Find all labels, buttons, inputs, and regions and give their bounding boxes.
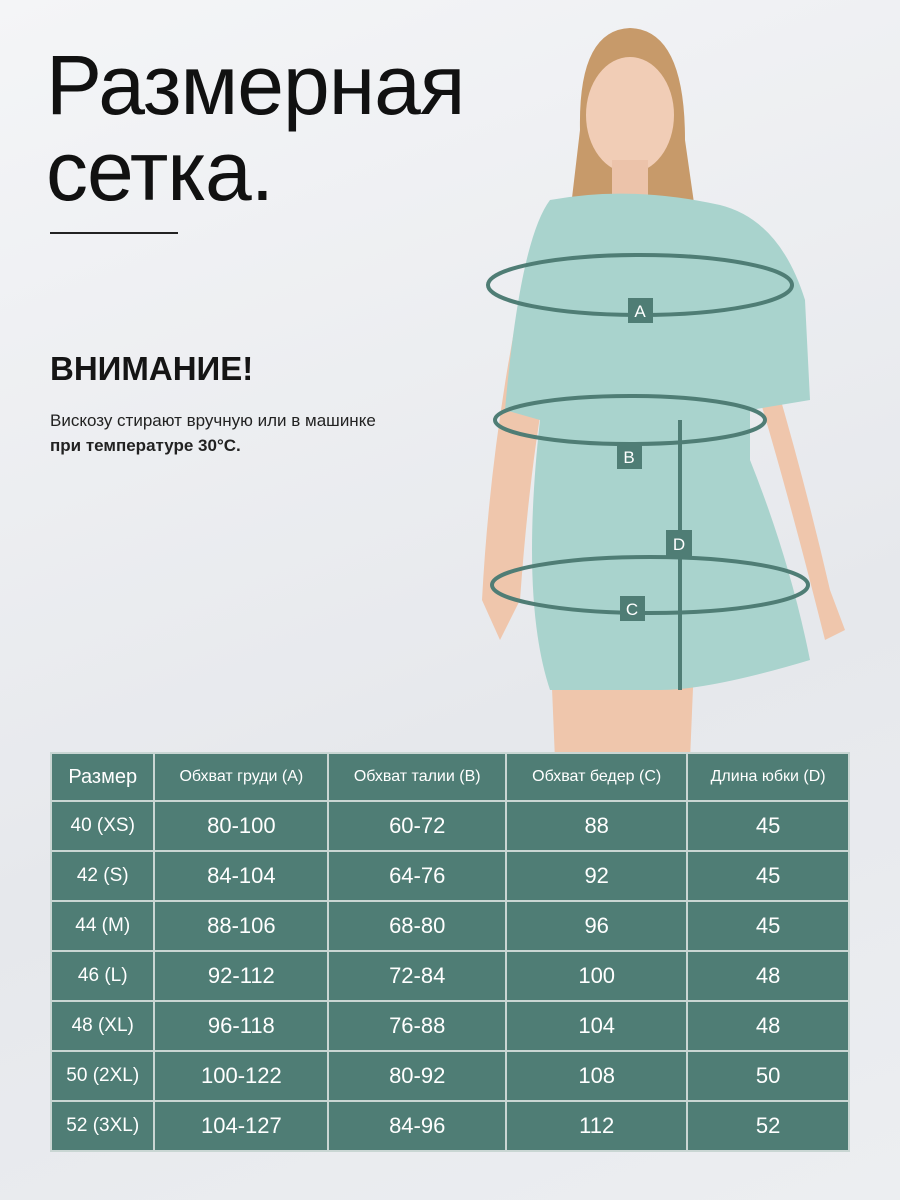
measure-cell: 88-106 bbox=[153, 900, 330, 952]
measure-cell: 84-96 bbox=[327, 1100, 508, 1152]
measure-cell: 104-127 bbox=[153, 1100, 330, 1152]
column-header: Длина юбки (D) bbox=[686, 752, 850, 802]
measure-cell: 45 bbox=[686, 850, 850, 902]
page-title: Размерная сетка. bbox=[46, 38, 465, 218]
arm-right bbox=[760, 330, 845, 640]
divider bbox=[50, 232, 178, 234]
table-row: 40 (XS) 80-100 60-72 88 45 bbox=[49, 800, 850, 852]
size-table: Размер Обхват груди (A) Обхват талии (B) Об… bbox=[49, 752, 850, 1152]
table-header-row: Размер Обхват груди (A) Обхват талии (B) Об… bbox=[49, 752, 850, 802]
measure-cell: 96-118 bbox=[153, 1000, 330, 1052]
measure-cell: 48 bbox=[686, 950, 850, 1002]
measure-cell: 60-72 bbox=[327, 800, 508, 852]
measure-cell: 80-92 bbox=[327, 1050, 508, 1102]
table-row: 46 (L) 92-112 72-84 100 48 bbox=[49, 950, 850, 1002]
measure-cell: 112 bbox=[505, 1100, 689, 1152]
measure-cell: 45 bbox=[686, 900, 850, 952]
care-note-line-2: при температуре 30°C. bbox=[50, 436, 241, 455]
measure-cell: 84-104 bbox=[153, 850, 330, 902]
measure-cell: 100 bbox=[505, 950, 689, 1002]
size-cell: 52 (3XL) bbox=[49, 1100, 156, 1152]
measure-cell: 88 bbox=[505, 800, 689, 852]
measure-cell: 80-100 bbox=[153, 800, 330, 852]
title-line-2: сетка. bbox=[46, 124, 274, 218]
size-cell: 48 (XL) bbox=[49, 1000, 156, 1052]
measure-cell: 64-76 bbox=[327, 850, 508, 902]
measure-cell: 108 bbox=[505, 1050, 689, 1102]
size-cell: 42 (S) bbox=[49, 850, 156, 902]
measure-cell: 50 bbox=[686, 1050, 850, 1102]
marker-b: B bbox=[623, 448, 634, 467]
size-cell: 50 (2XL) bbox=[49, 1050, 156, 1102]
table-row: 50 (2XL) 100-122 80-92 108 50 bbox=[49, 1050, 850, 1102]
neck bbox=[612, 160, 648, 200]
warning-heading: ВНИМАНИЕ! bbox=[50, 350, 254, 387]
measure-cell: 100-122 bbox=[153, 1050, 330, 1102]
measure-cell: 96 bbox=[505, 900, 689, 952]
care-note: Вискозу стирают вручную или в машинке при… bbox=[50, 408, 376, 458]
measure-cell: 92-112 bbox=[153, 950, 330, 1002]
ring-c bbox=[490, 555, 810, 615]
column-header: Обхват талии (B) bbox=[327, 752, 508, 802]
marker-d: D bbox=[673, 535, 685, 554]
measure-cell: 45 bbox=[686, 800, 850, 852]
table-row: 48 (XL) 96-118 76-88 104 48 bbox=[49, 1000, 850, 1052]
table-row: 52 (3XL) 104-127 84-96 112 52 bbox=[49, 1100, 850, 1152]
marker-c: C bbox=[626, 600, 638, 619]
size-cell: 46 (L) bbox=[49, 950, 156, 1002]
size-cell: 40 (XS) bbox=[49, 800, 156, 852]
marker-a: A bbox=[634, 302, 646, 321]
column-header: Размер bbox=[49, 752, 156, 802]
title-line-1: Размерная bbox=[46, 38, 465, 132]
size-cell: 44 (M) bbox=[49, 900, 156, 952]
table-row: 42 (S) 84-104 64-76 92 45 bbox=[49, 850, 850, 902]
measure-cell: 104 bbox=[505, 1000, 689, 1052]
measure-cell: 48 bbox=[686, 1000, 850, 1052]
measure-cell: 92 bbox=[505, 850, 689, 902]
measure-cell: 76-88 bbox=[327, 1000, 508, 1052]
care-note-line-1: Вискозу стирают вручную или в машинке bbox=[50, 411, 376, 430]
model-illustration: A B D C bbox=[482, 28, 845, 760]
measure-cell: 52 bbox=[686, 1100, 850, 1152]
column-header: Обхват бедер (C) bbox=[505, 752, 689, 802]
column-header: Обхват груди (A) bbox=[153, 752, 330, 802]
measure-cell: 68-80 bbox=[327, 900, 508, 952]
face bbox=[586, 57, 674, 173]
table-row: 44 (M) 88-106 68-80 96 45 bbox=[49, 900, 850, 952]
measure-cell: 72-84 bbox=[327, 950, 508, 1002]
